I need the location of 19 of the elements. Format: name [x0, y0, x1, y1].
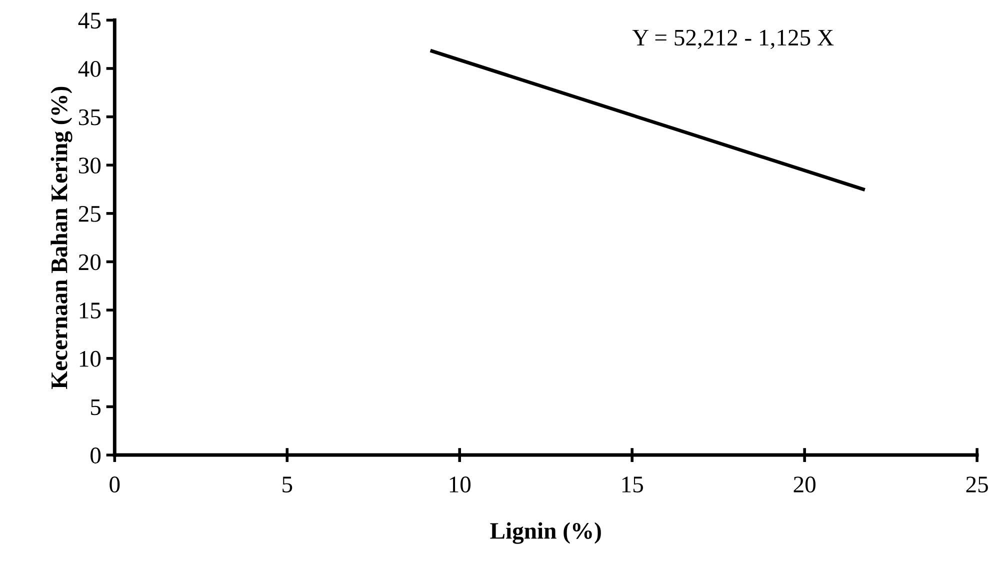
- x-tick-label: 10: [450, 476, 471, 492]
- y-tick-label: 5: [91, 399, 101, 416]
- x-tick-label: 15: [622, 476, 643, 492]
- y-tick-label: 35: [78, 109, 101, 126]
- y-tick-label: 45: [78, 12, 101, 29]
- y-tick-label: 20: [78, 254, 101, 270]
- annotation: Y = 52,212 - 1,125 X: [632, 30, 834, 50]
- x-tick-label: 20: [794, 476, 816, 492]
- x-tick-label: 25: [966, 476, 988, 492]
- y-tick-label: 0: [90, 448, 101, 464]
- x-tick-label: 0: [110, 476, 120, 492]
- y-tick-label: 25: [78, 206, 101, 222]
- y-tick-label: 30: [78, 158, 101, 174]
- y-tick-label: 15: [80, 302, 101, 319]
- y-tick-label: 10: [80, 350, 101, 367]
- y-tick-label: 40: [78, 60, 101, 77]
- x-axis-title: Lignin (%): [490, 522, 601, 544]
- x-tick-label: 5: [282, 476, 292, 492]
- y-axis-title: Kecernaan Bahan Kering (%): [50, 86, 72, 390]
